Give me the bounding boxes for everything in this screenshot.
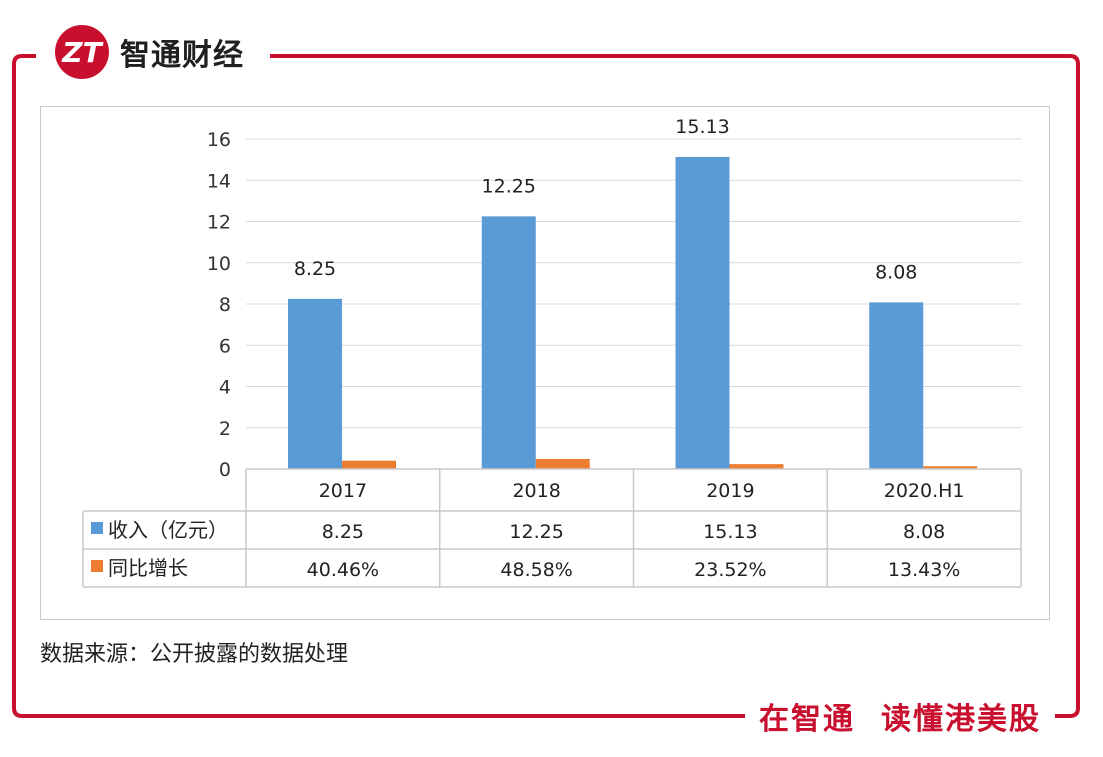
- x-category-label: 2017: [319, 480, 367, 502]
- y-tick-label: 8: [219, 294, 231, 316]
- y-tick-label: 2: [219, 418, 231, 440]
- chart-panel: 0 2 4 6 8 10 12 14 16 8.25 12.25 15.13 8.08 2017 2018 2…: [40, 106, 1050, 620]
- growth-bar: [729, 464, 784, 469]
- x-category-label: 2019: [706, 480, 754, 502]
- revenue-data-label: 8.08: [875, 261, 917, 283]
- revenue-bar: [869, 302, 924, 469]
- table-cell-value: 23.52%: [694, 559, 766, 581]
- y-tick-label: 6: [219, 335, 231, 357]
- revenue-data-label: 12.25: [482, 175, 536, 197]
- legend-swatch: [91, 522, 103, 534]
- y-tick-label: 16: [207, 129, 231, 151]
- table-cell-value: 15.13: [703, 521, 757, 543]
- revenue-data-label: 15.13: [675, 116, 729, 138]
- slogan: 在智通 读懂港美股: [745, 694, 1055, 738]
- revenue-bar: [288, 298, 342, 469]
- brand-logo-letters: ZT: [61, 36, 103, 69]
- revenue-bar: [481, 216, 536, 469]
- y-tick-label: 0: [219, 459, 231, 481]
- table-cell-value: 8.25: [322, 521, 364, 543]
- brand-header: ZT 智通财经: [36, 16, 254, 88]
- brand-name: 智通财经: [120, 38, 244, 73]
- slogan-part2: 读懂港美股: [881, 702, 1041, 737]
- growth-bar: [535, 458, 590, 469]
- revenue-chart: 0 2 4 6 8 10 12 14 16 8.25 12.25 15.13 8.08 2017 2018 2…: [82, 116, 1022, 588]
- growth-bar: [342, 460, 396, 469]
- table-cell-value: 48.58%: [500, 559, 572, 581]
- x-category-label: 2020.H1: [884, 480, 965, 502]
- table-cell-value: 40.46%: [307, 559, 379, 581]
- table-cell-value: 12.25: [509, 521, 563, 543]
- growth-bar: [923, 466, 978, 469]
- table-cell-value: 13.43%: [888, 559, 960, 581]
- y-tick-label: 12: [207, 212, 231, 234]
- table-cell-value: 8.08: [903, 521, 945, 543]
- revenue-data-label: 8.25: [294, 258, 336, 280]
- x-category-label: 2018: [512, 480, 560, 502]
- legend-label: 同比增长: [108, 556, 188, 580]
- revenue-bar: [675, 156, 730, 469]
- y-tick-label: 4: [219, 377, 231, 399]
- brand-logo-icon: ZT: [55, 25, 109, 79]
- slogan-part1: 在智通: [759, 702, 855, 737]
- y-tick-label: 10: [207, 253, 231, 275]
- legend-label: 收入（亿元）: [108, 518, 228, 542]
- source-note: 数据来源：公开披露的数据处理: [40, 642, 349, 667]
- y-tick-label: 14: [207, 170, 231, 192]
- legend-swatch: [91, 560, 103, 572]
